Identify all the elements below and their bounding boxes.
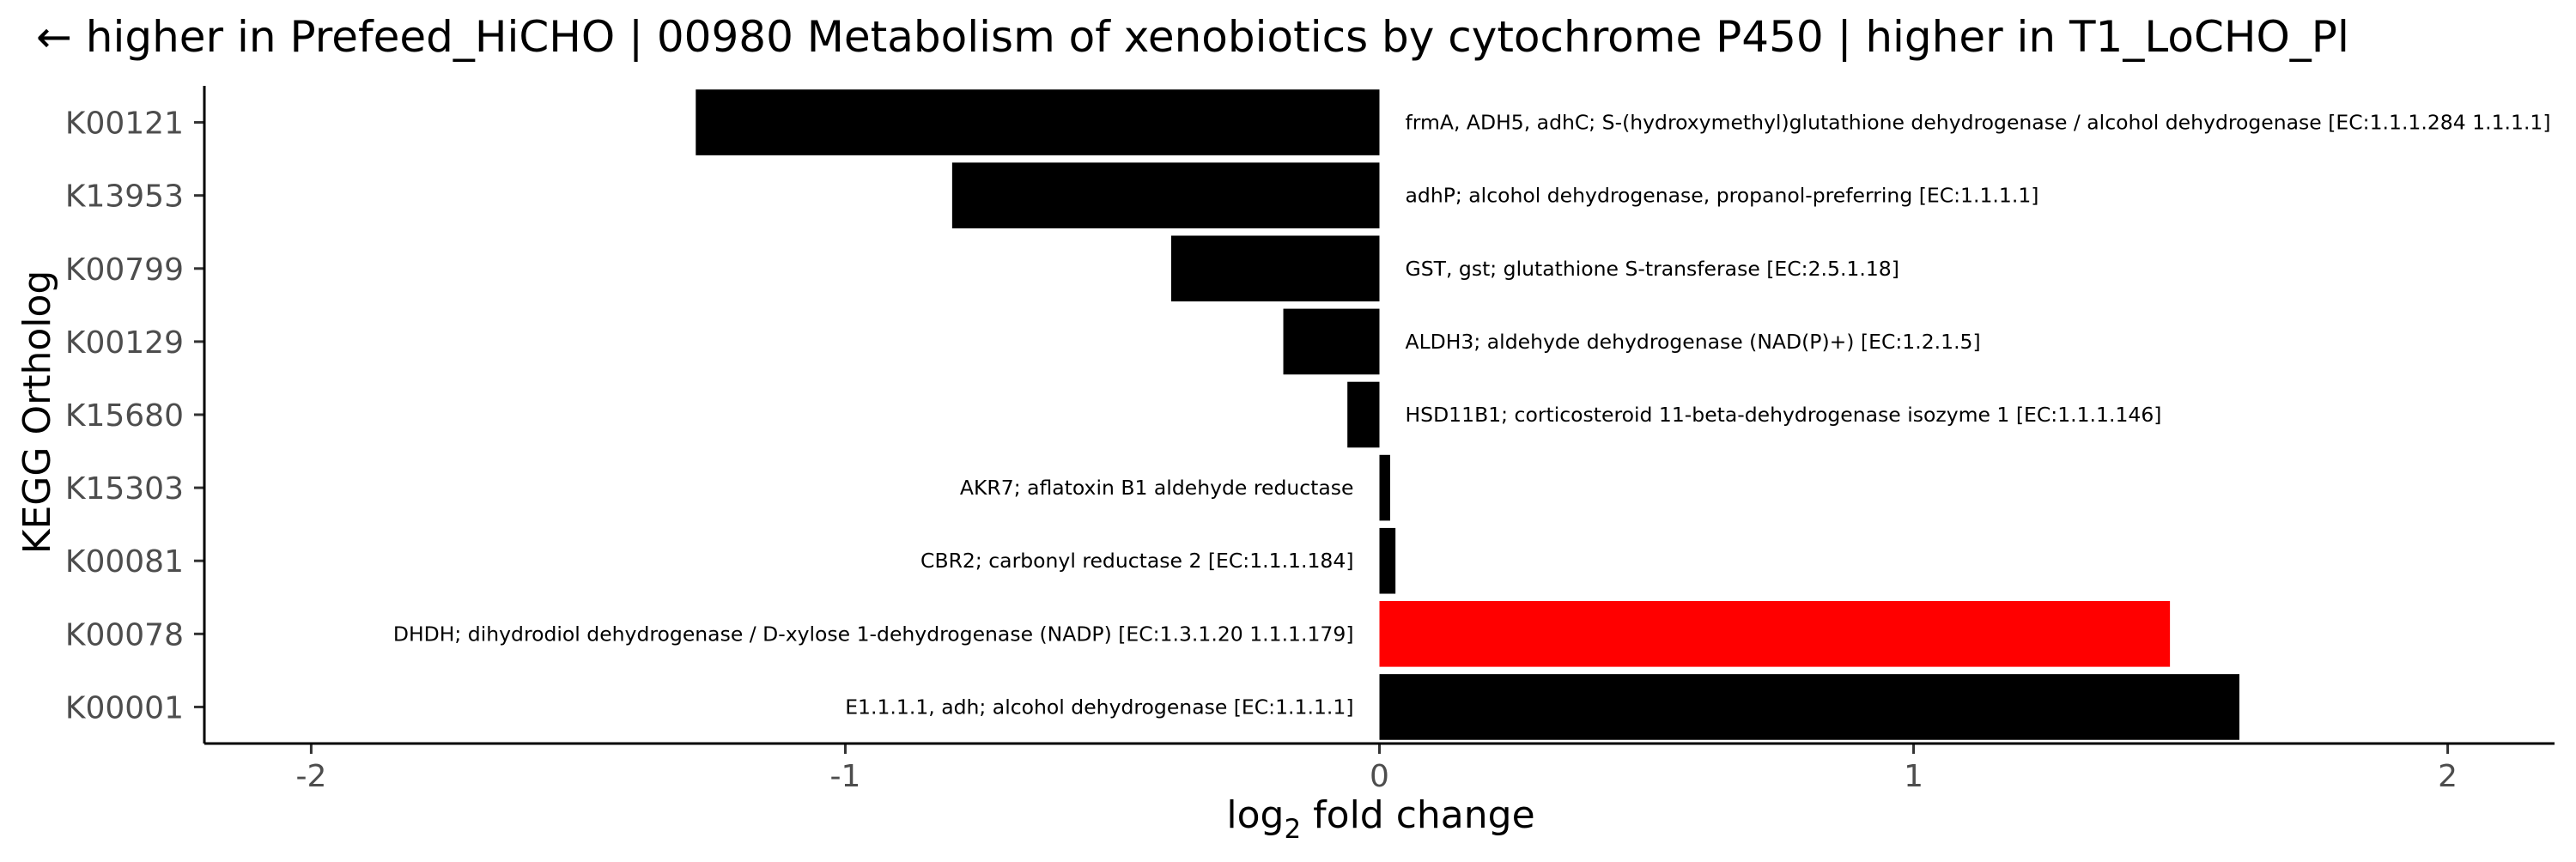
x-axis-label-subscript: 2 [1284,814,1301,845]
bar-K00081 [1379,527,1396,594]
y-tick-label-K00078: K00078 [65,617,184,653]
bar-annotation-K00121: frmA, ADH5, adhC; S-(hydroxymethyl)gluta… [1406,111,2551,135]
y-axis-label: KEGG Ortholog [15,270,59,555]
chart-title: ← higher in Prefeed_HiCHO | 00980 Metabo… [36,12,2349,62]
bar-annotation-K15303: AKR7; aflatoxin B1 aldehyde reductase [960,476,1354,500]
plot-area: K00121 frmA, ADH5, adhC; S-(hydroxymethyl… [65,89,2551,794]
bar-annotation-K00081: CBR2; carbonyl reductase 2 [EC:1.1.1.184… [920,549,1353,573]
y-tick-label-K13953: K13953 [65,179,184,215]
y-tick-label-K00001: K00001 [65,690,184,725]
bar-K13953 [951,162,1380,228]
bar-K15303 [1379,454,1390,521]
x-axis-label: log2 fold change [1226,793,1534,845]
y-tick-label-K00799: K00799 [65,252,184,288]
bar-K00078 [1379,601,2171,667]
x-tick-label-0: -2 [295,759,326,794]
y-tick-label-K15680: K15680 [65,398,184,434]
bar-annotation-K00001: E1.1.1.1, adh; alcohol dehydrogenase [EC… [845,695,1353,719]
y-tick-label-K00081: K00081 [65,544,184,580]
x-tick-label-1: -1 [830,759,861,794]
bar-K00129 [1283,308,1380,375]
bar-annotation-K00799: GST, gst; glutathione S-transferase [EC:… [1406,257,1899,281]
x-axis-label-main: log [1226,793,1284,837]
x-tick-label-2: 0 [1370,759,1389,794]
y-tick-label-K15303: K15303 [65,471,184,507]
bar-annotation-K15680: HSD11B1; corticosteroid 11-beta-dehydrog… [1406,403,2162,427]
bar-annotation-K00129: ALDH3; aldehyde dehydrogenase (NAD(P)+) … [1406,330,1981,354]
bar-K00121 [696,89,1380,155]
bar-K00001 [1379,674,2239,740]
bar-K00799 [1170,235,1380,302]
x-tick-label-3: 1 [1904,759,1923,794]
y-tick-label-K00121: K00121 [65,106,184,142]
y-tick-label-K00129: K00129 [65,325,184,361]
x-axis-label-tail: fold change [1301,793,1534,837]
bar-annotation-K00078: DHDH; dihydrodiol dehydrogenase / D-xylo… [393,622,1354,646]
bar-annotation-K13953: adhP; alcohol dehydrogenase, propanol-pr… [1406,184,2039,208]
x-tick-label-4: 2 [2438,759,2458,794]
bar-K15680 [1347,381,1380,448]
